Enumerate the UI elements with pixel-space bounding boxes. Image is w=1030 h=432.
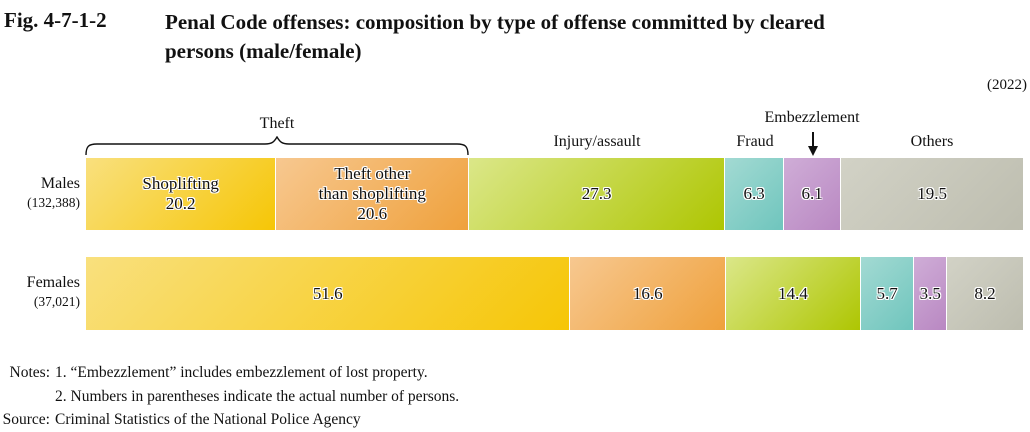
category-label-embezzlement: Embezzlement (764, 109, 860, 126)
notes-block: Notes: 1. “Embezzlement” includes embezz… (0, 361, 460, 432)
category-label-theft: Theft (259, 115, 295, 132)
segment-label: Shoplifting 20.2 (142, 174, 219, 213)
figure-title-line1: Penal Code offenses: composition by type… (165, 10, 825, 34)
bar-segment-others: 8.2 (946, 257, 1023, 330)
segment-label: 51.6 (312, 283, 343, 303)
theft-brace (85, 136, 469, 156)
note-line: 2. Numbers in parentheses indicate the a… (0, 385, 459, 409)
bar-segment-injury-assault: 27.3 (468, 158, 725, 230)
category-label-injury-assault: Injury/assault (553, 133, 641, 150)
segment-label: 6.1 (801, 184, 823, 203)
figure-title-line2: persons (male/female) (165, 39, 362, 63)
bar-segment-theft-other-than-shoplifting: Theft other than shoplifting 20.6 (275, 158, 469, 230)
bar-segment-fraud: 6.3 (724, 158, 784, 230)
segment-label: 8.2 (974, 283, 996, 303)
source-label: Source: (2, 411, 50, 428)
bar-segment-others: 19.5 (840, 158, 1023, 230)
row-count: (37,021) (33, 294, 80, 309)
note-item-2: 2. Numbers in parentheses indicate the a… (55, 387, 460, 405)
segment-label: 19.5 (917, 184, 947, 203)
segment-label: 14.4 (778, 283, 808, 303)
note-item-1: 1. “Embezzlement” includes embezzlement … (55, 364, 428, 381)
row-label-males: Males (132,388) (0, 174, 80, 211)
segment-label: 27.3 (581, 184, 612, 203)
segment-label: 6.3 (743, 184, 765, 203)
notes-label: Notes: (9, 364, 50, 381)
category-label-others: Others (910, 133, 954, 150)
segment-label: 3.5 (919, 283, 941, 303)
figure-number: Fig. 4-7-1-2 (4, 8, 107, 32)
row-count: (132,388) (27, 195, 80, 210)
row-label-females: Females (37,021) (0, 273, 80, 310)
segment-label: Theft other than shoplifting 20.6 (318, 164, 426, 223)
segment-label: 16.6 (632, 283, 663, 303)
bar-segment-injury-assault: 14.4 (725, 257, 860, 330)
bar-males: Shoplifting 20.2 Theft other than shoplifti… (86, 158, 1023, 230)
bar-females: 51.6 16.6 14.4 5.7 3.5 8.2 (86, 257, 1023, 330)
embezzlement-arrow-icon (808, 132, 818, 156)
row-name: Females (26, 274, 80, 291)
note-line: Source: Criminal Statistics of the Natio… (0, 408, 459, 432)
row-name: Males (40, 175, 80, 192)
category-label-fraud: Fraud (736, 133, 774, 150)
bar-segment-fraud: 5.7 (859, 257, 914, 330)
segment-label: 5.7 (876, 283, 898, 303)
bar-segment-theft-other-than-shoplifting: 16.6 (569, 257, 726, 330)
source-text: Criminal Statistics of the National Poli… (55, 411, 361, 428)
bar-segment-embezzlement: 3.5 (913, 257, 947, 330)
year-label: (2022) (987, 77, 1027, 93)
figure-title: Penal Code offenses: composition by type… (165, 8, 825, 66)
bar-segment-shoplifting: 51.6 (86, 257, 570, 330)
bar-segment-shoplifting: Shoplifting 20.2 (86, 158, 276, 230)
notes-label-spacer (0, 385, 50, 409)
note-line: Notes: 1. “Embezzlement” includes embezz… (0, 361, 459, 385)
bar-segment-embezzlement: 6.1 (783, 158, 841, 230)
